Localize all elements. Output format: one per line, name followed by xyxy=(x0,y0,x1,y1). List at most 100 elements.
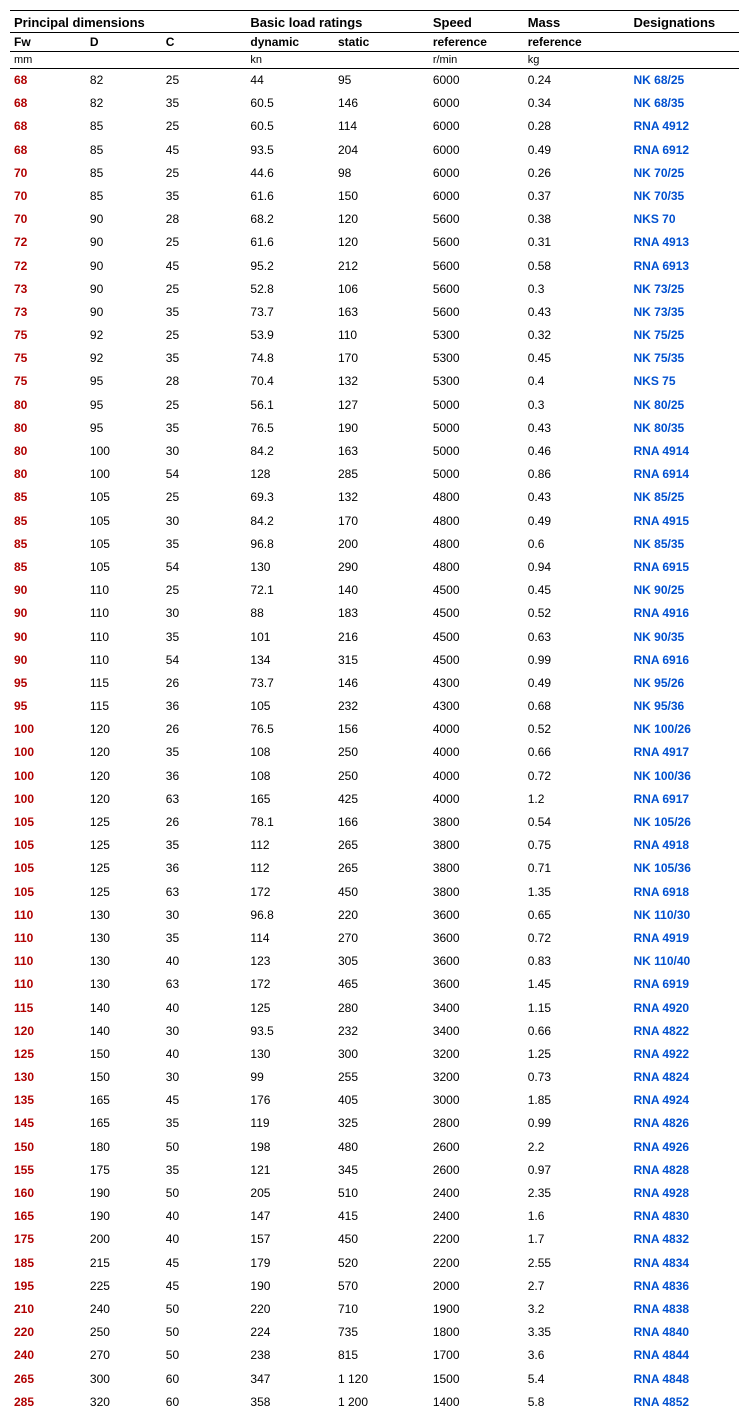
designation-link[interactable]: NK 95/26 xyxy=(634,676,685,690)
designation-link[interactable]: RNA 4915 xyxy=(634,514,690,528)
cell-fw: 110 xyxy=(10,904,86,927)
table-row: 73903573.716356000.43NK 73/35 xyxy=(10,301,739,324)
designation-link[interactable]: NK 70/25 xyxy=(634,166,685,180)
cell-d: 225 xyxy=(86,1275,162,1298)
designation-link[interactable]: NKS 75 xyxy=(634,374,676,388)
designation-link[interactable]: NK 90/35 xyxy=(634,630,685,644)
designation-link[interactable]: RNA 4920 xyxy=(634,1001,690,1015)
designation-link[interactable]: NK 90/25 xyxy=(634,583,685,597)
table-row: 68823560.514660000.34NK 68/35 xyxy=(10,92,739,115)
designation-link[interactable]: RNA 4828 xyxy=(634,1163,690,1177)
cell-speed: 3800 xyxy=(429,811,524,834)
designation-link[interactable]: RNA 4832 xyxy=(634,1232,690,1246)
cell-speed: 6000 xyxy=(429,185,524,208)
designation-link[interactable]: NK 73/35 xyxy=(634,305,685,319)
designation-link[interactable]: RNA 4922 xyxy=(634,1047,690,1061)
designation-link[interactable]: NK 70/35 xyxy=(634,189,685,203)
header-designations: Designations xyxy=(630,11,740,33)
cell-mass: 0.99 xyxy=(524,1112,630,1135)
designation-link[interactable]: NK 100/26 xyxy=(634,722,691,736)
designation-link[interactable]: NK 68/25 xyxy=(634,73,685,87)
designation-link[interactable]: RNA 4838 xyxy=(634,1302,690,1316)
cell-static: 120 xyxy=(334,208,429,231)
designation-link[interactable]: NK 80/35 xyxy=(634,421,685,435)
designation-link[interactable]: RNA 4928 xyxy=(634,1186,690,1200)
designation-link[interactable]: RNA 4916 xyxy=(634,606,690,620)
cell-static: 570 xyxy=(334,1275,429,1298)
designation-link[interactable]: NK 80/25 xyxy=(634,398,685,412)
designation-link[interactable]: RNA 6917 xyxy=(634,792,690,806)
cell-dynamic: 172 xyxy=(246,973,334,996)
designation-link[interactable]: RNA 4926 xyxy=(634,1140,690,1154)
cell-designation: RNA 6919 xyxy=(630,973,740,996)
cell-c: 40 xyxy=(162,1043,247,1066)
designation-link[interactable]: RNA 4822 xyxy=(634,1024,690,1038)
designation-link[interactable]: NK 110/30 xyxy=(634,908,691,922)
cell-c: 60 xyxy=(162,1368,247,1391)
designation-link[interactable]: RNA 4852 xyxy=(634,1395,690,1409)
designation-link[interactable]: RNA 4913 xyxy=(634,235,690,249)
designation-link[interactable]: RNA 4848 xyxy=(634,1372,690,1386)
designation-link[interactable]: NK 105/36 xyxy=(634,861,691,875)
cell-dynamic: 76.5 xyxy=(246,417,334,440)
designation-link[interactable]: NKS 70 xyxy=(634,212,676,226)
cell-d: 190 xyxy=(86,1182,162,1205)
designation-link[interactable]: NK 95/36 xyxy=(634,699,685,713)
table-row: 1852154517952022002.55RNA 4834 xyxy=(10,1252,739,1275)
designation-link[interactable]: NK 73/25 xyxy=(634,282,685,296)
cell-dynamic: 165 xyxy=(246,788,334,811)
designation-link[interactable]: NK 105/26 xyxy=(634,815,691,829)
cell-d: 85 xyxy=(86,162,162,185)
designation-link[interactable]: RNA 4912 xyxy=(634,119,690,133)
cell-dynamic: 73.7 xyxy=(246,672,334,695)
designation-link[interactable]: RNA 4840 xyxy=(634,1325,690,1339)
cell-c: 30 xyxy=(162,510,247,533)
table-row: 1151404012528034001.15RNA 4920 xyxy=(10,997,739,1020)
designation-link[interactable]: RNA 4919 xyxy=(634,931,690,945)
cell-designation: NK 75/35 xyxy=(630,347,740,370)
designation-link[interactable]: RNA 4924 xyxy=(634,1093,690,1107)
designation-link[interactable]: RNA 6919 xyxy=(634,977,690,991)
designation-link[interactable]: RNA 4826 xyxy=(634,1116,690,1130)
cell-d: 110 xyxy=(86,649,162,672)
designation-link[interactable]: NK 110/40 xyxy=(634,954,691,968)
designation-link[interactable]: RNA 4917 xyxy=(634,745,690,759)
cell-speed: 5600 xyxy=(429,231,524,254)
cell-static: 127 xyxy=(334,394,429,417)
cell-fw: 165 xyxy=(10,1205,86,1228)
cell-c: 30 xyxy=(162,602,247,625)
designation-link[interactable]: RNA 6918 xyxy=(634,885,690,899)
designation-link[interactable]: RNA 6914 xyxy=(634,467,690,481)
cell-fw: 68 xyxy=(10,139,86,162)
designation-link[interactable]: NK 100/36 xyxy=(634,769,691,783)
cell-mass: 0.58 xyxy=(524,255,630,278)
cell-fw: 85 xyxy=(10,486,86,509)
designation-link[interactable]: RNA 4914 xyxy=(634,444,690,458)
designation-link[interactable]: RNA 6913 xyxy=(634,259,690,273)
designation-link[interactable]: NK 85/25 xyxy=(634,490,685,504)
designation-link[interactable]: RNA 6912 xyxy=(634,143,690,157)
designation-link[interactable]: NK 75/25 xyxy=(634,328,685,342)
designation-link[interactable]: RNA 6915 xyxy=(634,560,690,574)
cell-c: 63 xyxy=(162,973,247,996)
cell-dynamic: 44 xyxy=(246,69,334,93)
designation-link[interactable]: RNA 4824 xyxy=(634,1070,690,1084)
cell-speed: 4800 xyxy=(429,556,524,579)
designation-link[interactable]: RNA 6916 xyxy=(634,653,690,667)
cell-d: 165 xyxy=(86,1112,162,1135)
cell-c: 45 xyxy=(162,139,247,162)
cell-d: 82 xyxy=(86,92,162,115)
designation-link[interactable]: NK 85/35 xyxy=(634,537,685,551)
header-speed: Speed xyxy=(429,11,524,33)
cell-speed: 4000 xyxy=(429,765,524,788)
designation-link[interactable]: RNA 4844 xyxy=(634,1348,690,1362)
designation-link[interactable]: RNA 4836 xyxy=(634,1279,690,1293)
designation-link[interactable]: RNA 4834 xyxy=(634,1256,690,1270)
designation-link[interactable]: NK 75/35 xyxy=(634,351,685,365)
designation-link[interactable]: NK 68/35 xyxy=(634,96,685,110)
cell-d: 130 xyxy=(86,904,162,927)
cell-d: 130 xyxy=(86,950,162,973)
designation-link[interactable]: RNA 4918 xyxy=(634,838,690,852)
cell-dynamic: 172 xyxy=(246,881,334,904)
designation-link[interactable]: RNA 4830 xyxy=(634,1209,690,1223)
